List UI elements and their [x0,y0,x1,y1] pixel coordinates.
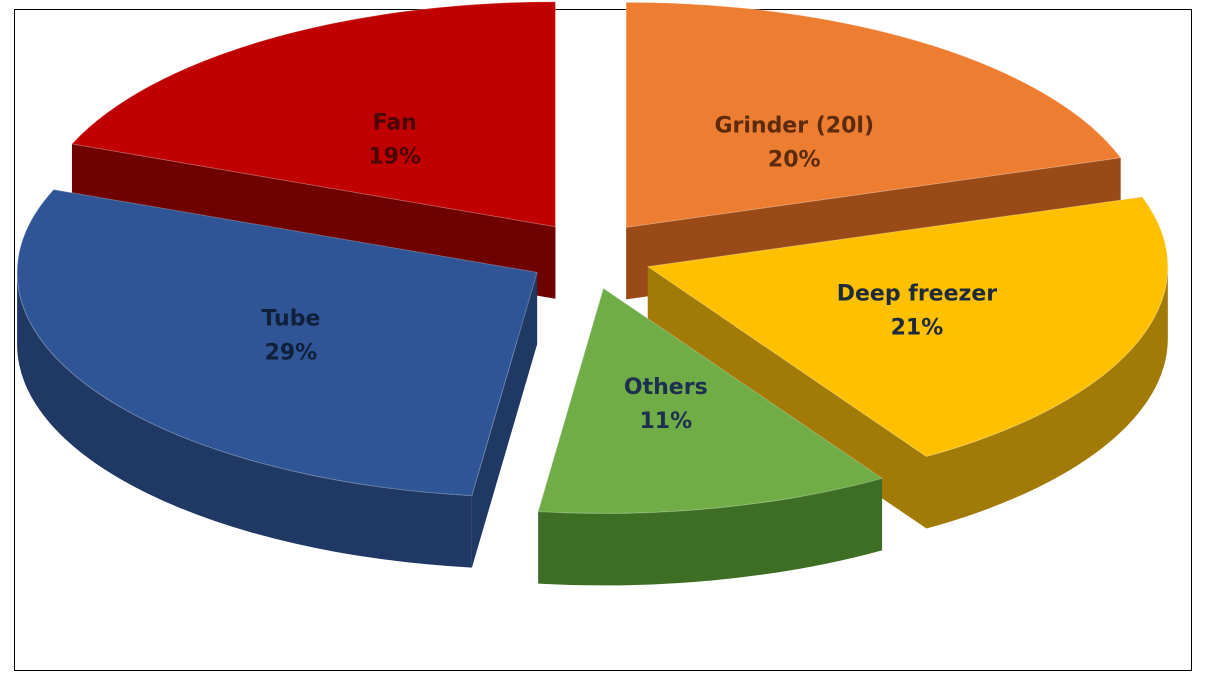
slice-others [537,287,884,586]
slice-outer-wall [538,478,883,586]
slice-percent-grinder-20l-: 20% [768,147,821,172]
slice-outer-wall [17,272,472,568]
slice-label-grinder-20l-: Grinder (20l) [714,113,874,138]
slice-percent-deep-freezer: 21% [891,316,944,341]
slice-label-others: Others [624,375,708,400]
slice-percent-fan: 19% [368,145,421,170]
slice-top-face [16,189,538,497]
slice-side-wall [471,272,538,568]
slice-top-face [625,1,1122,228]
slice-outer-wall [926,266,1168,529]
slice-top-face [70,1,556,228]
slice-top-face [646,196,1169,458]
slice-percent-others: 11% [639,409,692,434]
slice-label-tube: Tube [261,307,320,332]
slice-tube [16,189,538,568]
slice-label-fan: Fan [373,111,417,136]
slice-top-face [537,287,884,514]
slice-label-deep-freezer: Deep freezer [837,282,997,307]
slice-percent-tube: 29% [265,341,318,366]
